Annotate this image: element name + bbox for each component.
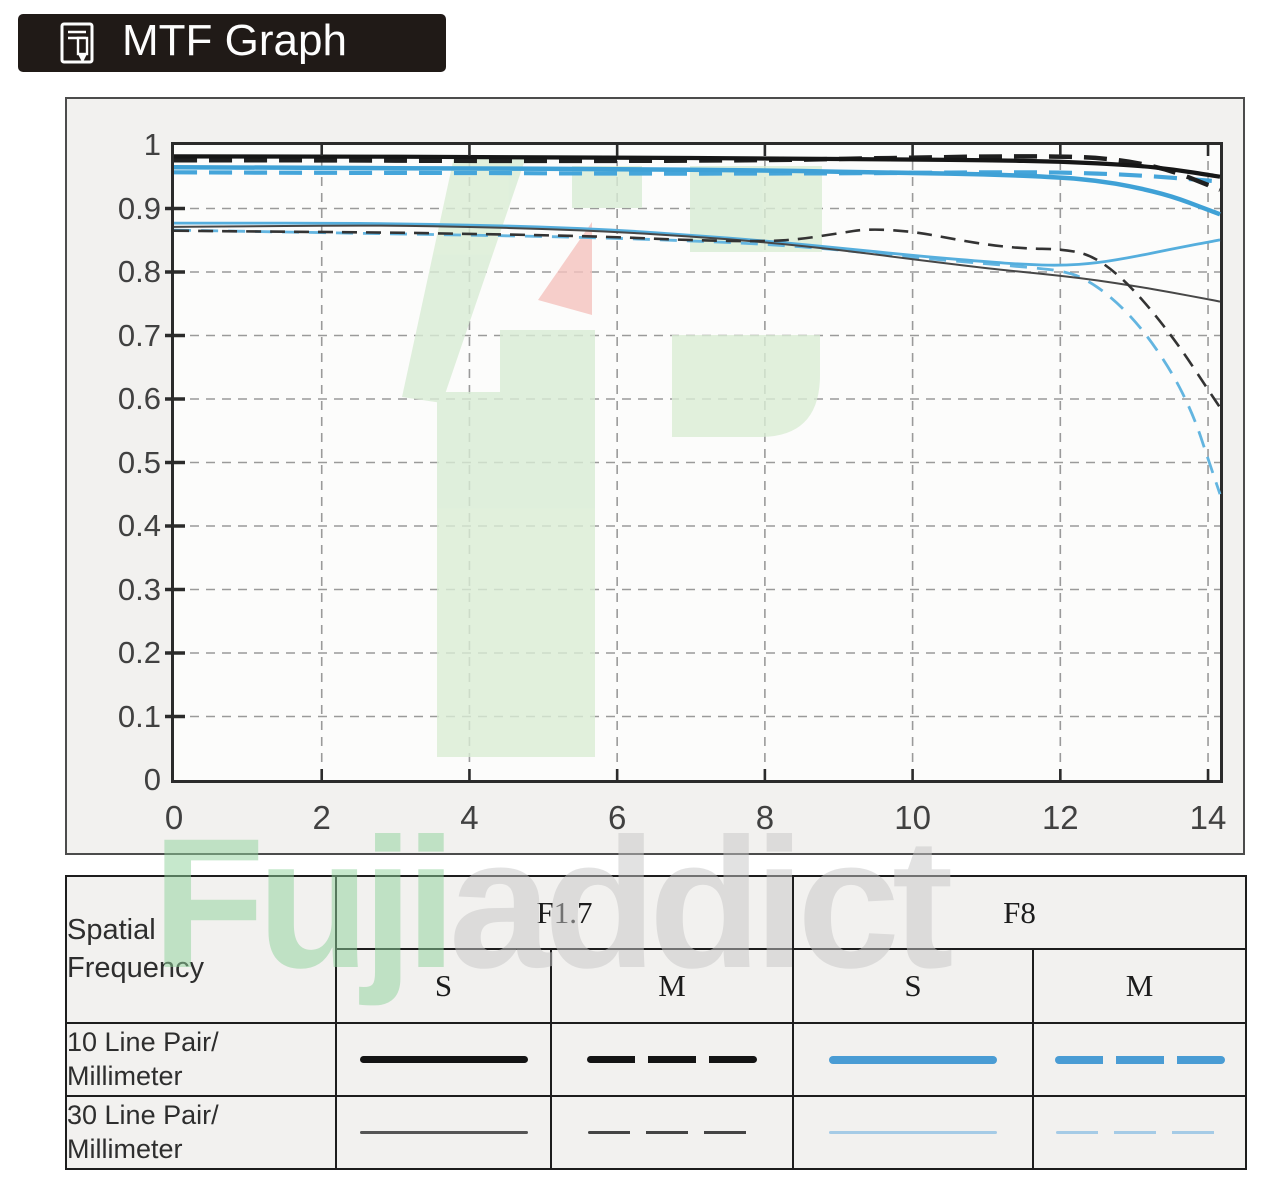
sample-f8-m-10lp [1032, 1022, 1247, 1097]
spatial-frequency-header: Spatial Frequency [65, 875, 337, 1024]
legend-table: Spatial Frequency F1.7 F8 S M S M 10 Lin… [65, 875, 1247, 1170]
col-header-m-f8: M [1032, 948, 1247, 1024]
y-tick-label: 0.7 [117, 317, 161, 353]
y-tick-label: 0.4 [117, 508, 161, 543]
document-pencil-icon [58, 21, 98, 65]
x-tick-label: 10 [894, 799, 931, 836]
page-title: MTF Graph [122, 16, 347, 65]
aperture-f8-header: F8 [792, 875, 1247, 950]
y-tick-label: 0 [143, 762, 161, 797]
title-bar: MTF Graph [18, 14, 446, 72]
x-tick-label: 8 [755, 799, 775, 836]
y-tick-label: 0.1 [117, 698, 161, 734]
y-tick-label: 0.3 [117, 571, 161, 607]
sample-f8-m-30lp [1032, 1095, 1247, 1170]
sample-f17-m-30lp [550, 1095, 794, 1170]
aperture-f17-header: F1.7 [335, 875, 794, 950]
y-tick-label: 0.9 [117, 190, 161, 226]
x-tick-label: 2 [312, 799, 331, 836]
legend-grid: Spatial Frequency F1.7 F8 S M S M 10 Lin… [65, 875, 1247, 1170]
sample-f17-s-30lp [335, 1095, 552, 1170]
axis-ticks [165, 145, 1210, 780]
curve-f1-7-s-10lp-mm [173, 154, 1221, 179]
x-tick-label: 4 [460, 799, 479, 836]
x-tick-label: 6 [607, 799, 627, 836]
sample-f8-s-10lp [792, 1022, 1034, 1097]
x-tick-label: 12 [1041, 799, 1079, 836]
sample-f17-s-10lp [335, 1022, 552, 1097]
row-label-10lp: 10 Line Pair/ Millimeter [65, 1022, 337, 1097]
y-tick-label: 1 [143, 127, 161, 162]
curve-f1-7-m-30lp-mm [173, 228, 1222, 409]
grid-lines [174, 145, 1220, 780]
plot-area [165, 142, 1223, 783]
brand-logo-watermark [402, 157, 822, 757]
sample-f8-s-30lp [792, 1095, 1034, 1170]
y-tick-label: 0.8 [117, 254, 161, 289]
y-tick-label: 0.2 [117, 635, 161, 670]
curve-f8-s-30lp-mm [174, 221, 1221, 267]
curve-f1-7-s-30lp-mm [173, 224, 1221, 303]
col-header-m-f17: M [550, 948, 794, 1024]
curve-f8-s-10lp-mm [173, 164, 1221, 217]
mtf-curves [173, 154, 1222, 495]
mtf-chart-panel: 0 0.1 0.2 0.3 0.4 0.5 0.6 0.7 0.8 0.9 1 0 2 4 6 8 10 12 1… [65, 97, 1245, 855]
col-header-s-f8: S [792, 948, 1034, 1024]
x-tick-label: 14 [1189, 799, 1227, 836]
sample-f17-m-10lp [550, 1022, 794, 1097]
row-label-30lp: 30 Line Pair/ Millimeter [65, 1095, 337, 1170]
col-header-s-f17: S [335, 948, 552, 1024]
y-tick-label: 0.5 [117, 444, 161, 480]
x-tick-label: 0 [164, 799, 184, 836]
y-tick-label: 0.6 [117, 381, 161, 416]
